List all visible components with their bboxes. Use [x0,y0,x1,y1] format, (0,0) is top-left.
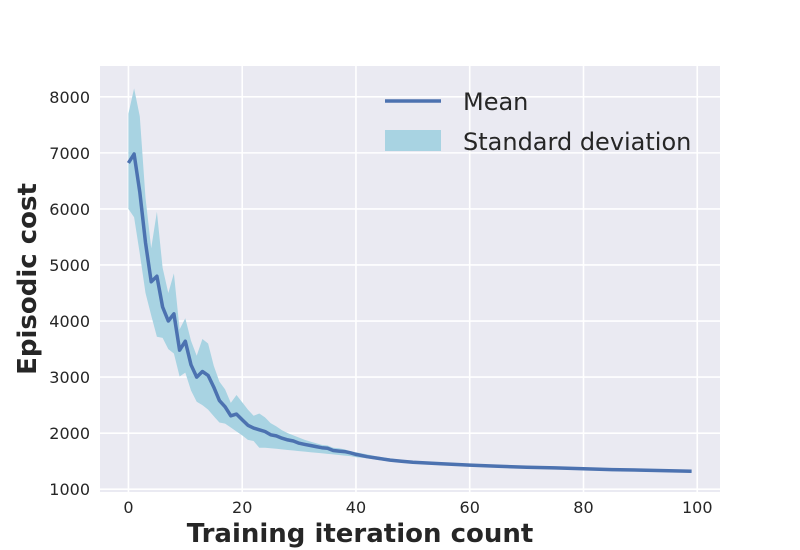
legend-std-swatch [385,130,441,151]
legend-mean-label: Mean [463,88,528,116]
x-tick-label: 60 [460,498,480,517]
x-tick-label: 80 [573,498,593,517]
legend: Mean Standard deviation [385,88,691,156]
y-tick-label: 6000 [49,200,90,219]
y-tick-label: 7000 [49,144,90,163]
y-tick-labels: 1000 2000 3000 4000 5000 6000 7000 8000 [49,88,90,499]
x-tick-label: 20 [232,498,252,517]
x-axis-title: Training iteration count [187,519,534,549]
y-tick-label: 8000 [49,88,90,107]
y-tick-label: 1000 [49,480,90,499]
x-tick-label: 40 [346,498,366,517]
y-tick-label: 4000 [49,312,90,331]
mean-line [126,152,692,474]
y-tick-label: 5000 [49,256,90,275]
y-tick-label: 3000 [49,368,90,387]
y-axis-title: Episodic cost [13,183,43,375]
x-tick-label: 100 [682,498,713,517]
legend-std-label: Standard deviation [463,128,691,156]
x-tick-label: 0 [123,498,133,517]
x-tick-labels: 0 20 40 60 80 100 [123,498,712,517]
y-tick-label: 2000 [49,424,90,443]
